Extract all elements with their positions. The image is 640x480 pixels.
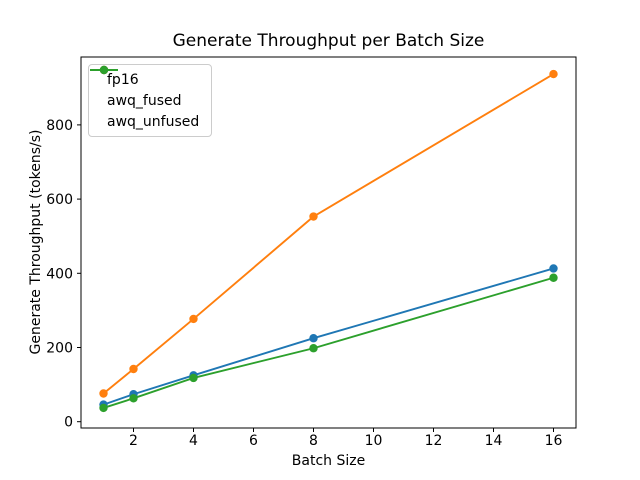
- legend-swatch-awq_unfused: [90, 65, 118, 75]
- series-awq_fused-point-8: [309, 212, 318, 221]
- x-tick-label: 14: [485, 433, 503, 449]
- series-line-awq_unfused: [102, 276, 555, 409]
- legend-label-fp16: fp16: [107, 71, 139, 88]
- series-awq_fused-point-4: [189, 314, 198, 324]
- x-axis-label: Batch Size: [291, 453, 366, 469]
- y-tick-label: 600: [46, 192, 73, 208]
- y-tick-label: 200: [46, 340, 73, 356]
- y-tick-label: 800: [46, 118, 73, 134]
- x-tick-label: 4: [189, 433, 198, 449]
- x-tick-label: 8: [309, 433, 318, 449]
- y-axis-label: Generate Throughput (tokens/s): [28, 129, 44, 355]
- y-tick-label: 0: [64, 415, 73, 431]
- y-tick-label: 400: [46, 266, 73, 282]
- x-tick-label: 16: [545, 433, 563, 449]
- legend: fp16 awq_fused awq_unfused: [88, 64, 213, 137]
- x-tick-label: 6: [249, 433, 258, 449]
- legend-label-awq_unfused: awq_unfused: [107, 113, 200, 130]
- series-awq_unfused-point-8: [309, 344, 318, 353]
- chart-title: Generate Throughput per Batch Size: [172, 31, 485, 51]
- legend-item-awq_fused: awq_fused: [90, 65, 199, 111]
- axes-frame: [80, 56, 577, 429]
- series-awq_unfused-point-1: [99, 403, 108, 413]
- series-awq_fused-point-16: [549, 69, 558, 79]
- series-fp16-point-8: [309, 334, 318, 343]
- x-tick-label: 10: [365, 433, 383, 449]
- series-awq_fused-point-2: [129, 364, 138, 374]
- legend-item-awq_unfused: awq_unfused: [90, 65, 200, 132]
- series-fp16-point-16: [549, 264, 558, 273]
- series-awq_fused-point-1: [99, 389, 108, 398]
- x-tick-label: 2: [129, 433, 138, 449]
- series-awq_unfused-point-4: [189, 373, 198, 383]
- series-awq_unfused-point-2: [129, 394, 138, 403]
- legend-label-awq_fused: awq_fused: [107, 92, 182, 109]
- x-tick-label: 12: [425, 433, 443, 449]
- series-awq_unfused-point-16: [549, 273, 558, 282]
